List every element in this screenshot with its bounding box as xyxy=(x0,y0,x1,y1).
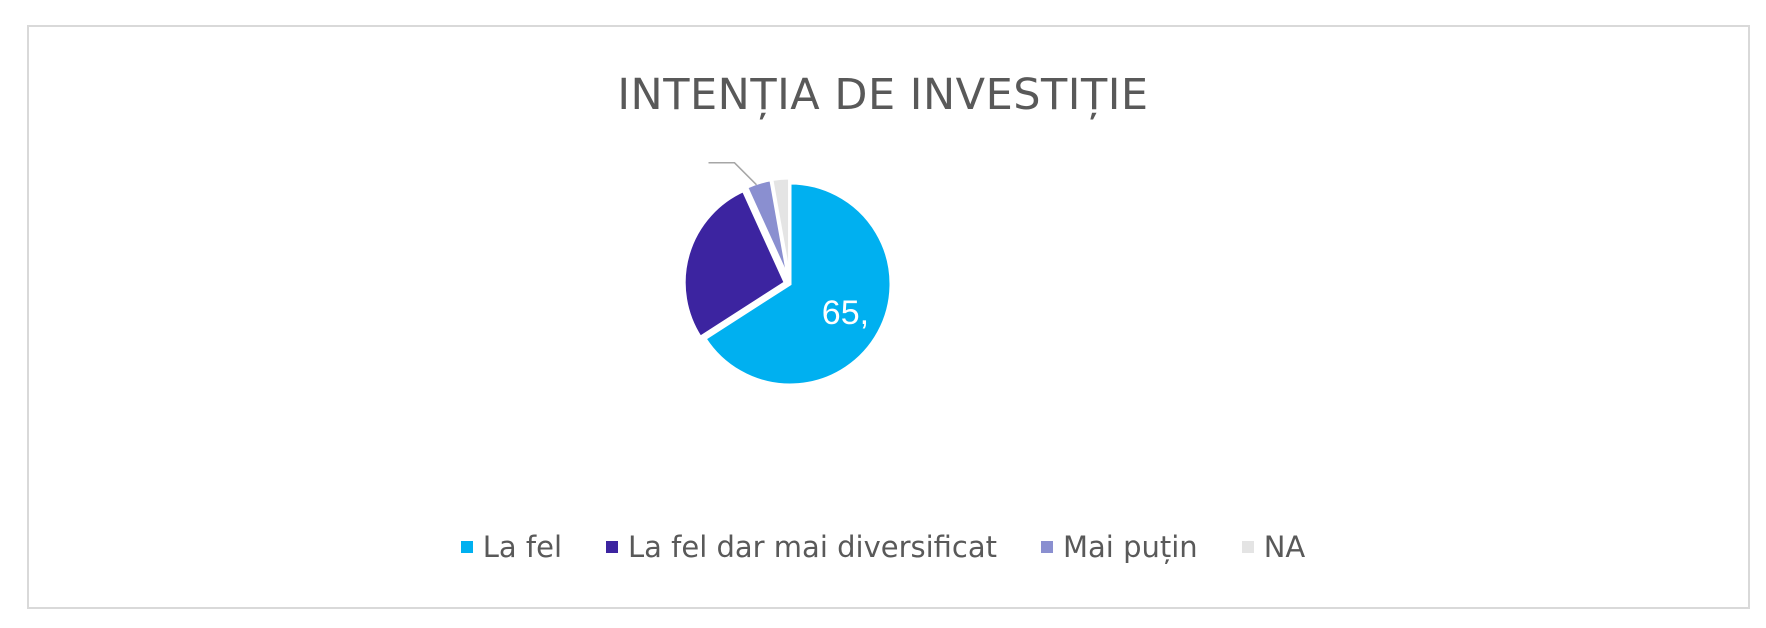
legend-item-la-fel-dar-mai-diversificat: La fel dar mai diversificat xyxy=(606,530,997,564)
legend-swatch xyxy=(1241,541,1254,553)
pie-slice-na xyxy=(770,176,792,280)
chart-frame xyxy=(27,25,1750,609)
chart-legend: La fel La fel dar mai diversificat Mai p… xyxy=(0,525,1766,569)
data-label: 65, xyxy=(822,294,869,332)
legend-label: Mai puțin xyxy=(1063,530,1198,564)
pie-data-labels: 65, xyxy=(708,162,869,332)
legend-label: La fel dar mai diversificat xyxy=(628,530,998,564)
pie-slice-la-fel-dar-mai-diversificat xyxy=(682,188,788,340)
legend-label: NA xyxy=(1263,530,1306,564)
legend-item-na: NA xyxy=(1241,530,1306,564)
legend-label: La fel xyxy=(482,530,563,564)
pie-slice-la-fel xyxy=(702,181,893,387)
legend-swatch xyxy=(460,541,473,553)
leader-line xyxy=(708,162,758,186)
legend-item-mai-putin: Mai puțin xyxy=(1041,530,1198,564)
pie-slices xyxy=(682,176,893,387)
legend-swatch xyxy=(1041,541,1054,553)
legend-swatch xyxy=(606,541,619,553)
chart-title: INTENȚIA DE INVESTIȚIE xyxy=(617,70,1149,120)
legend-item-la-fel: La fel xyxy=(460,530,563,564)
